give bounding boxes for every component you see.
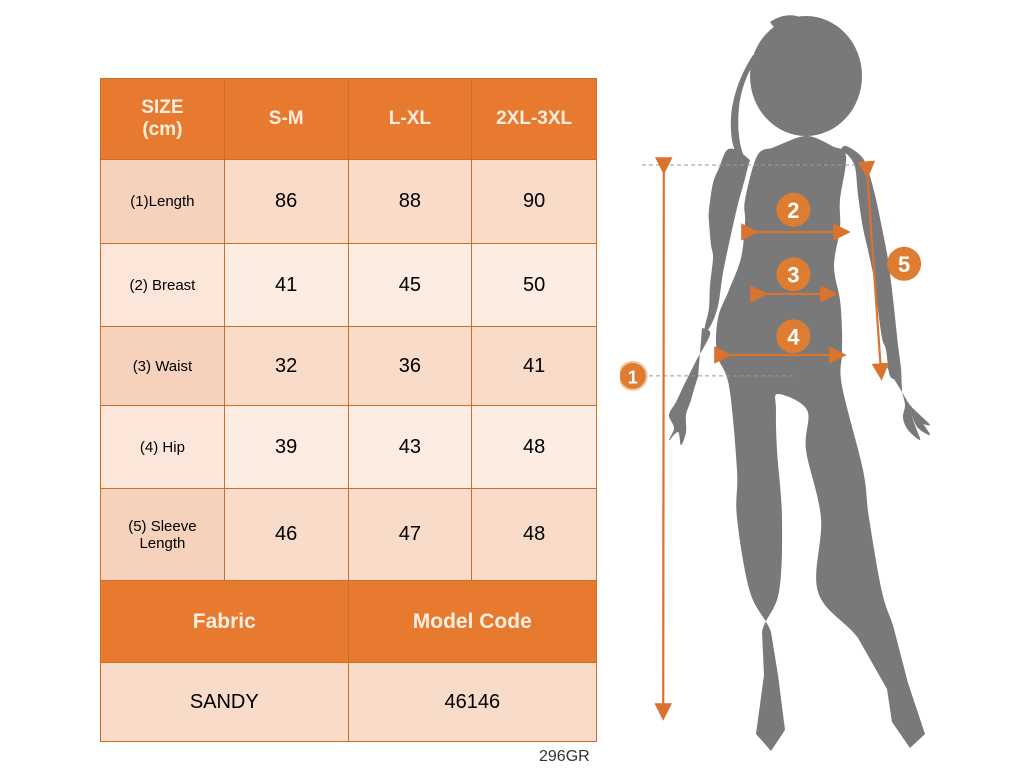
svg-text:5: 5 (898, 252, 910, 277)
svg-text:2: 2 (787, 198, 799, 223)
svg-text:1: 1 (628, 368, 638, 388)
svg-text:3: 3 (787, 263, 799, 288)
svg-text:4: 4 (787, 325, 800, 350)
